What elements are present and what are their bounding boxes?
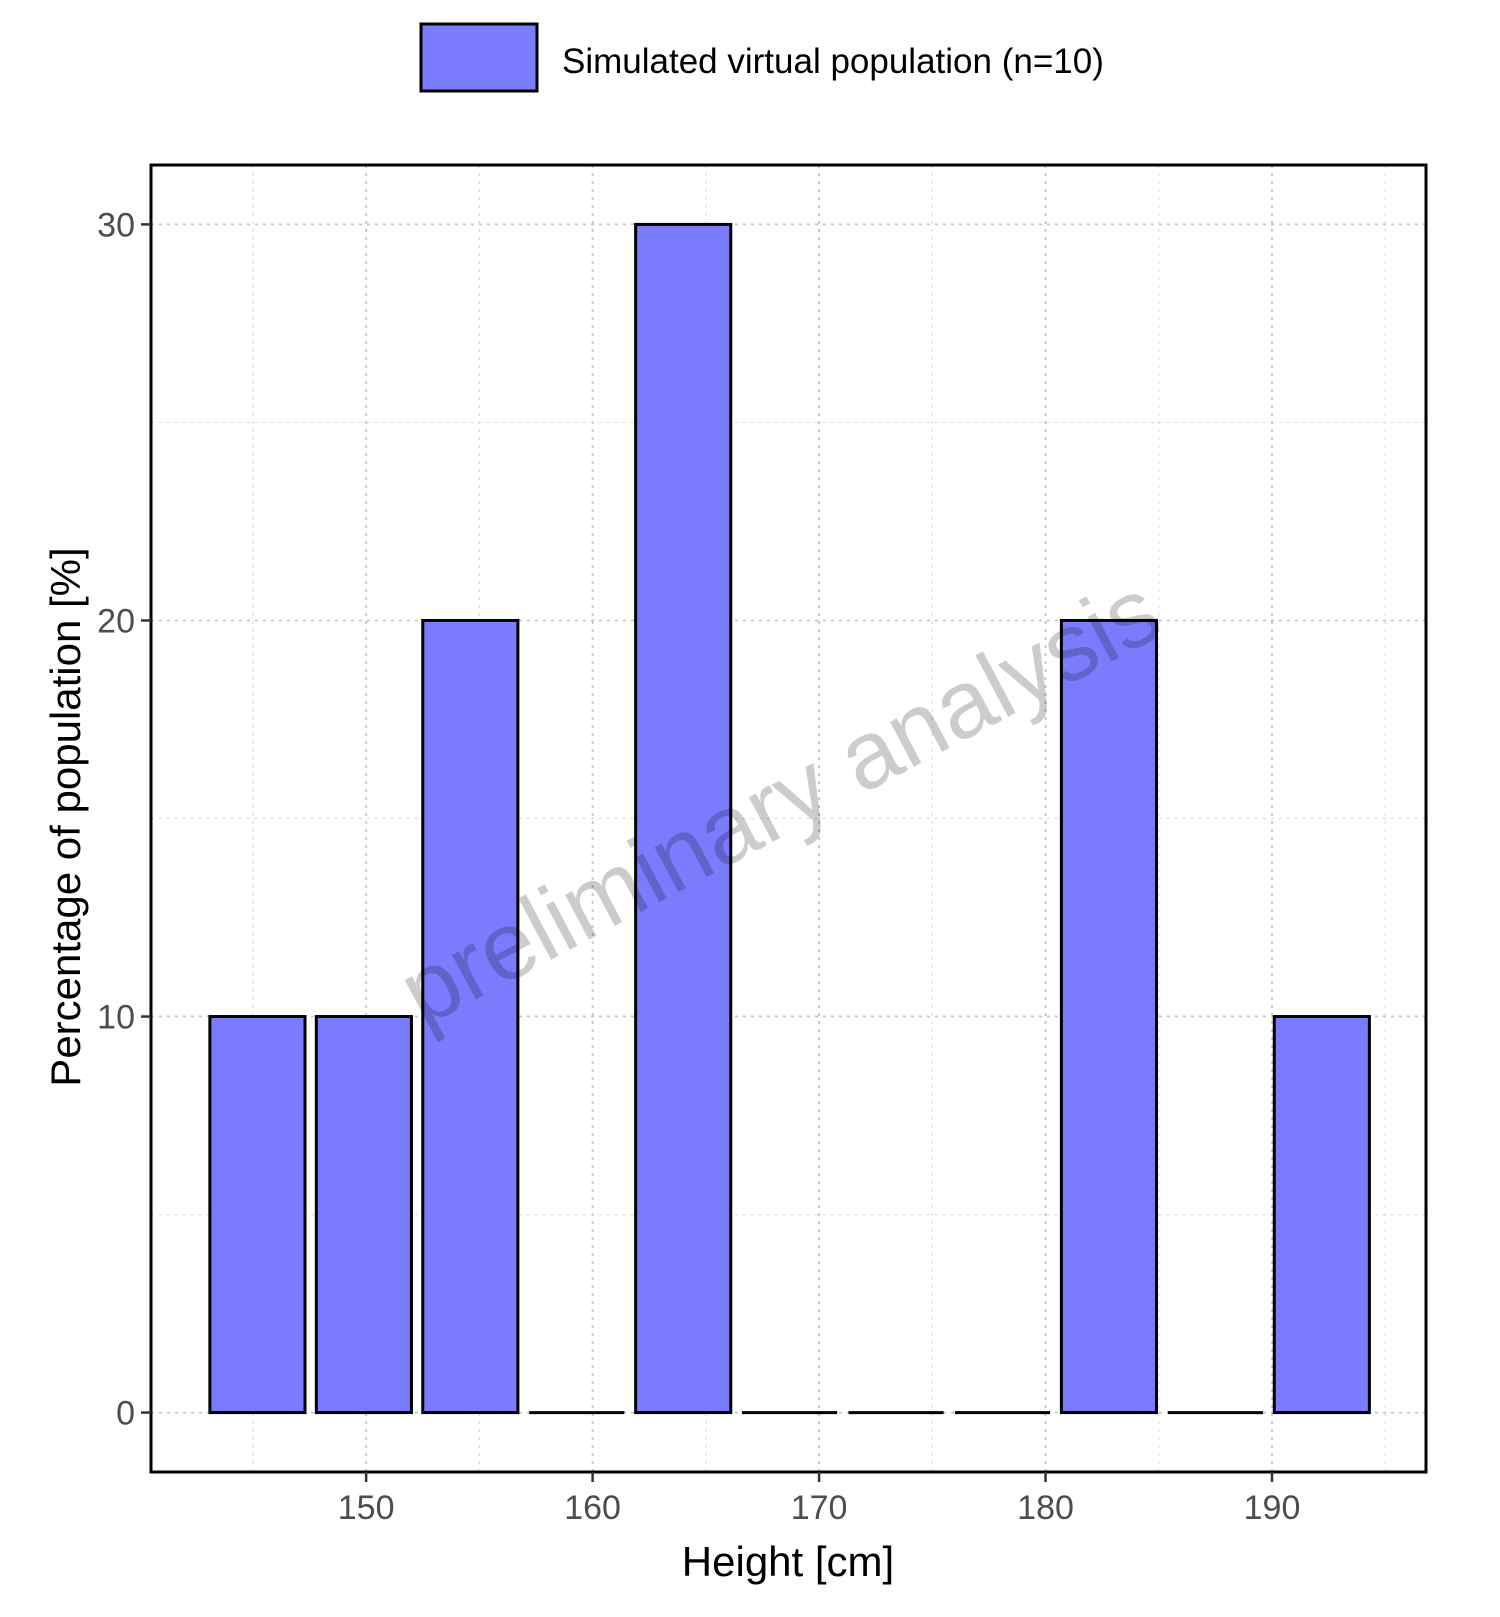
y-axis-title: Percentage of population [%]	[42, 547, 89, 1086]
x-tick-label: 180	[1017, 1489, 1074, 1527]
plot-panel	[149, 163, 1428, 1474]
histogram-bar	[634, 222, 733, 1415]
x-tick-label: 170	[791, 1489, 848, 1527]
bars	[208, 222, 1371, 1415]
histogram-bar	[421, 618, 520, 1415]
x-tick-label: 160	[564, 1489, 621, 1527]
legend: Simulated virtual population (n=10)	[419, 22, 1104, 93]
histogram-bar	[1059, 618, 1159, 1415]
y-tick-label: 10	[97, 999, 135, 1037]
y-tick-label: 20	[97, 602, 135, 640]
y-axis: 0 10 20 30	[97, 206, 151, 1433]
legend-swatch	[419, 22, 539, 93]
y-tick-label: 0	[116, 1395, 135, 1433]
histogram-bar	[1272, 1015, 1371, 1415]
y-tick-label: 30	[97, 206, 135, 244]
histogram-bar	[208, 1015, 307, 1415]
x-tick-label: 190	[1244, 1489, 1301, 1527]
histogram-bar	[314, 1015, 413, 1415]
x-axis: 150 160 170 180 190	[338, 1472, 1301, 1527]
x-tick-label: 150	[338, 1489, 395, 1527]
x-axis-title: Height [cm]	[682, 1538, 894, 1585]
legend-label: Simulated virtual population (n=10)	[562, 42, 1104, 81]
